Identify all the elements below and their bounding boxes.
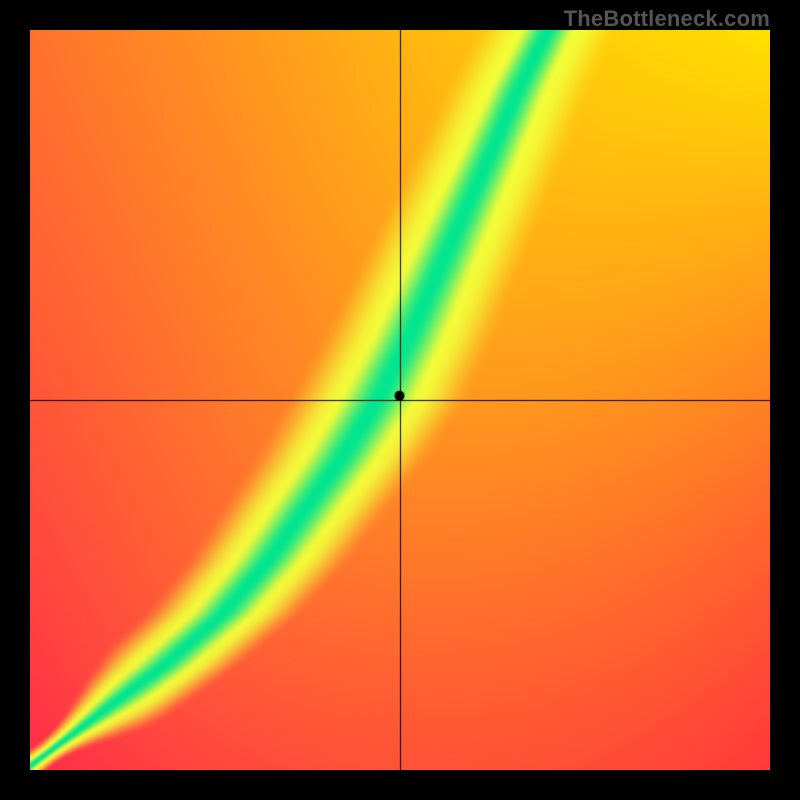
- chart-container: TheBottleneck.com: [0, 0, 800, 800]
- bottleneck-heatmap: [30, 30, 770, 770]
- watermark-text: TheBottleneck.com: [564, 6, 770, 32]
